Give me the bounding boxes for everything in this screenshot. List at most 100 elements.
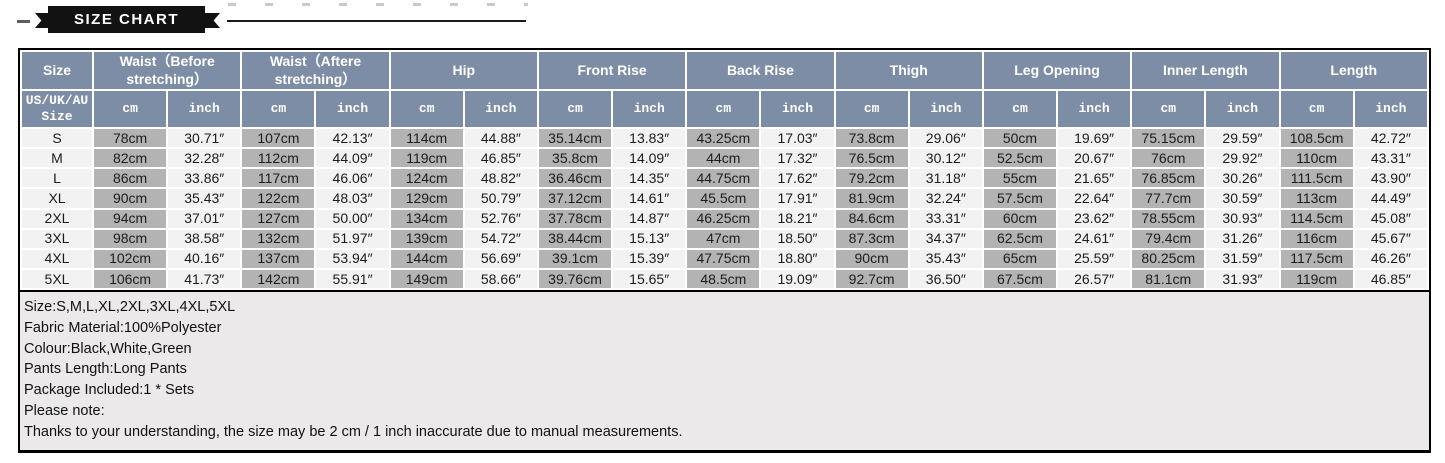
inch-value-cell: 15.65″ <box>611 267 688 291</box>
cm-value-cell: 116cm <box>1278 227 1355 250</box>
cm-value-cell: 102cm <box>91 247 169 270</box>
cm-value-cell: 117.5cm <box>1278 247 1355 270</box>
inch-value-cell: 31.59″ <box>1204 247 1281 270</box>
banner-rule-line <box>227 20 526 22</box>
inch-value-cell: 58.66″ <box>462 267 539 291</box>
inch-value-cell: 30.93″ <box>1204 207 1281 230</box>
subheader-front-rise-inch: inch <box>611 89 688 129</box>
table-header: Size Waist（Before stretching） Waist（Aftere… <box>20 50 1430 129</box>
inch-value-cell: 55.91″ <box>314 267 391 291</box>
inch-value-cell: 29.59″ <box>1204 126 1281 150</box>
inch-value-cell: 46.06″ <box>314 167 391 190</box>
inch-value-cell: 14.87″ <box>611 207 688 230</box>
cm-value-cell: 110cm <box>1278 147 1355 170</box>
cm-value-cell: 127cm <box>240 207 317 230</box>
inch-value-cell: 35.43″ <box>166 187 243 210</box>
cm-value-cell: 122cm <box>240 187 317 210</box>
inch-value-cell: 38.58″ <box>166 227 243 250</box>
subheader-back-rise-cm: cm <box>685 89 762 129</box>
subheader-length-cm: cm <box>1278 89 1355 129</box>
cm-value-cell: 92.7cm <box>833 267 910 291</box>
header-row-units: US/UK/AU Size cm inch cm inch cm inch cm inch cm i… <box>20 89 1430 129</box>
column-group-front-rise: Front Rise <box>536 50 688 91</box>
inch-value-cell: 14.61″ <box>611 187 688 210</box>
cm-value-cell: 35.14cm <box>536 126 614 150</box>
inch-value-cell: 52.76″ <box>462 207 539 230</box>
subheader-hip-cm: cm <box>388 89 465 129</box>
cm-value-cell: 45.5cm <box>685 187 762 210</box>
cm-value-cell: 57.5cm <box>981 187 1059 210</box>
inch-value-cell: 31.26″ <box>1204 227 1281 250</box>
inch-value-cell: 33.31″ <box>907 207 984 230</box>
ribbon-right-tail <box>204 13 220 28</box>
cm-value-cell: 67.5cm <box>981 267 1059 291</box>
table-row-2xl: 2XL 94cm 37.01″ 127cm 50.00″ 134cm 52.76″ 37.78… <box>20 207 1430 230</box>
inch-value-cell: 18.21″ <box>759 207 836 230</box>
size-cell: XL <box>20 187 94 210</box>
inch-value-cell: 29.06″ <box>907 126 984 150</box>
subheader-front-rise-cm: cm <box>536 89 614 129</box>
inch-value-cell: 40.16″ <box>166 247 243 270</box>
header-row-groups: Size Waist（Before stretching） Waist（Aftere… <box>20 50 1429 91</box>
cm-value-cell: 142cm <box>240 267 317 291</box>
cm-value-cell: 65cm <box>981 247 1059 270</box>
cm-value-cell: 39.1cm <box>536 247 614 270</box>
cm-value-cell: 37.78cm <box>536 207 614 230</box>
column-group-size: Size <box>20 50 94 91</box>
size-cell: M <box>20 147 94 170</box>
inch-value-cell: 56.69″ <box>462 247 539 270</box>
inch-value-cell: 51.97″ <box>314 227 391 250</box>
cm-value-cell: 78cm <box>91 126 169 150</box>
cm-value-cell: 62.5cm <box>981 227 1059 250</box>
cm-value-cell: 87.3cm <box>833 227 910 250</box>
cm-value-cell: 76.5cm <box>833 147 910 170</box>
column-group-waist-after: Waist（Aftere stretching） <box>240 50 391 91</box>
inch-value-cell: 15.13″ <box>611 227 688 250</box>
cm-value-cell: 76cm <box>1130 147 1207 170</box>
subheader-waist-before-inch: inch <box>166 89 243 129</box>
column-group-waist-before: Waist（Before stretching） <box>91 50 243 91</box>
cm-value-cell: 84.6cm <box>833 207 910 230</box>
size-chart-banner: SIZE CHART <box>48 6 205 33</box>
table-row-s: S 78cm 30.71″ 107cm 42.13″ 114cm 44.88″ 35.14cm… <box>20 126 1430 150</box>
inch-value-cell: 14.09″ <box>611 147 688 170</box>
table-row-l: L 86cm 33.86″ 117cm 46.06″ 124cm 48.82″ 36.46cm… <box>20 167 1430 190</box>
inch-value-cell: 18.80″ <box>759 247 836 270</box>
inch-value-cell: 19.09″ <box>759 267 836 291</box>
inch-value-cell: 17.32″ <box>759 147 836 170</box>
cm-value-cell: 46.25cm <box>685 207 762 230</box>
inch-value-cell: 22.64″ <box>1056 187 1133 210</box>
subheader-waist-before-cm: cm <box>91 89 169 129</box>
inch-value-cell: 34.37″ <box>907 227 984 250</box>
inch-value-cell: 48.82″ <box>462 167 539 190</box>
size-cell: L <box>20 167 94 190</box>
inch-value-cell: 30.71″ <box>166 126 243 150</box>
note-line: Colour:Black,White,Green <box>24 340 192 357</box>
inch-value-cell: 21.65″ <box>1056 167 1133 190</box>
cm-value-cell: 107cm <box>240 126 317 150</box>
subheader-inner-length-cm: cm <box>1130 89 1207 129</box>
inch-value-cell: 32.28″ <box>166 147 243 170</box>
inch-value-cell: 26.57″ <box>1056 267 1133 291</box>
cm-value-cell: 76.85cm <box>1130 167 1207 190</box>
cm-value-cell: 117cm <box>240 167 317 190</box>
cm-value-cell: 48.5cm <box>685 267 762 291</box>
inch-value-cell: 50.79″ <box>462 187 539 210</box>
cm-value-cell: 37.12cm <box>536 187 614 210</box>
inch-value-cell: 20.67″ <box>1056 147 1133 170</box>
cm-value-cell: 144cm <box>388 247 465 270</box>
note-line: Thanks to your understanding, the size m… <box>24 423 683 440</box>
inch-value-cell: 13.83″ <box>611 126 688 150</box>
size-chart-container: Size Waist（Before stretching） Waist（Aftere… <box>18 48 1431 453</box>
table-row-m: M 82cm 32.28″ 112cm 44.09″ 119cm 46.85″ 35.8cm 1… <box>20 147 1430 170</box>
cm-value-cell: 43.25cm <box>685 126 762 150</box>
inch-value-cell: 43.90″ <box>1352 167 1430 190</box>
cm-value-cell: 47.75cm <box>685 247 762 270</box>
inch-value-cell: 29.92″ <box>1204 147 1281 170</box>
inch-value-cell: 45.08″ <box>1352 207 1430 230</box>
subheader-us-uk-au-size: US/UK/AU Size <box>20 89 94 129</box>
cm-value-cell: 44.75cm <box>685 167 762 190</box>
product-notes: Size:S,M,L,XL,2XL,3XL,4XL,5XL Fabric Mate… <box>20 290 1429 450</box>
inch-value-cell: 23.62″ <box>1056 207 1133 230</box>
inch-value-cell: 30.26″ <box>1204 167 1281 190</box>
